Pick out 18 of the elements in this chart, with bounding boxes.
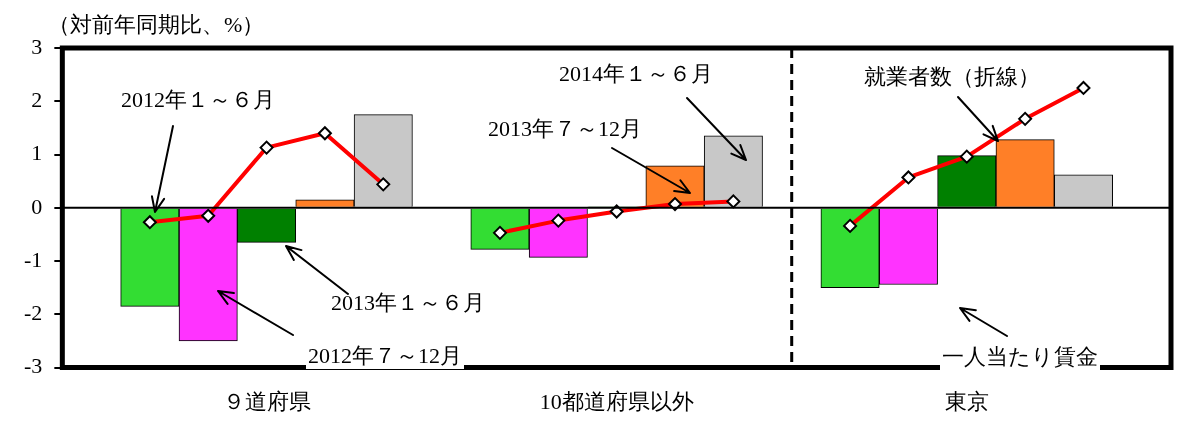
y-tick-label: -3 [24, 353, 43, 379]
y-tick-label: 1 [31, 140, 43, 166]
y-tick-label: -2 [24, 300, 43, 326]
series-label: 2013年７～12月 [488, 115, 642, 141]
y-axis-title: （対前年同期比、%） [48, 11, 265, 39]
y-tick-label: 0 [31, 193, 43, 219]
text: 2014年１～６月 [559, 60, 713, 86]
annotation: 一人当たり賃金 [942, 343, 1098, 369]
text: 2012年１～６月 [121, 86, 275, 112]
y-tick-label: 2 [31, 87, 43, 113]
x-tick-label: ９道府県 [222, 388, 311, 414]
y-tick-label: -1 [24, 246, 43, 272]
x-tick-label: 10都道府県以外 [539, 388, 694, 414]
series-label: 就業者数（折線） [864, 63, 1040, 89]
x-tick-label: 東京 [944, 388, 989, 414]
text: 2012年７～12月 [308, 342, 462, 368]
text: 2013年１～６月 [331, 289, 485, 315]
y-tick-label: 3 [31, 33, 43, 59]
